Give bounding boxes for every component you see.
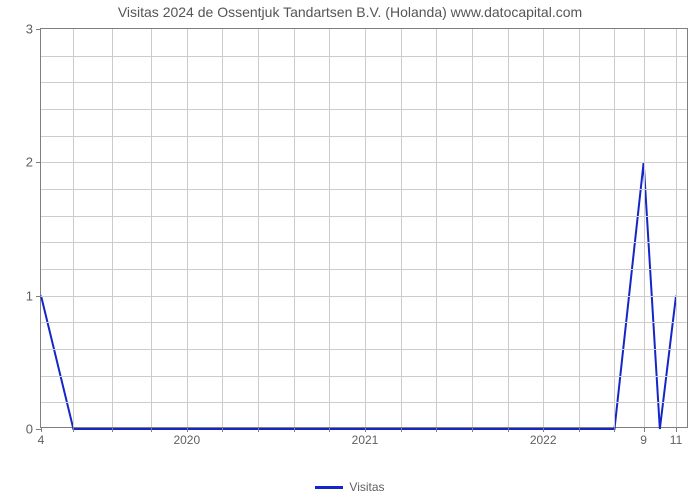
grid-line-v — [112, 29, 113, 427]
x-tick-mark — [436, 427, 437, 432]
x-tick-label: 2021 — [352, 433, 379, 447]
grid-line-v — [222, 29, 223, 427]
legend: Visitas — [0, 480, 700, 494]
grid-line-v — [436, 29, 437, 427]
y-tick-label: 3 — [26, 22, 33, 37]
x-tick-mark — [222, 427, 223, 432]
x-tick-mark — [472, 427, 473, 432]
grid-line-h-minor — [41, 56, 687, 57]
x-tick-mark — [614, 427, 615, 432]
x-tick-label: 2020 — [173, 433, 200, 447]
grid-line-h-minor — [41, 189, 687, 190]
y-tick-mark — [36, 162, 41, 163]
grid-line-h — [41, 162, 687, 163]
grid-line-h-minor — [41, 322, 687, 323]
x-tick-label: 4 — [38, 433, 45, 447]
grid-line-v — [676, 29, 677, 427]
x-tick-mark — [676, 427, 677, 432]
grid-line-v — [151, 29, 152, 427]
grid-line-h-minor — [41, 376, 687, 377]
grid-line-h-minor — [41, 109, 687, 110]
grid-line-v — [401, 29, 402, 427]
grid-line-v — [508, 29, 509, 427]
x-tick-mark — [112, 427, 113, 432]
x-tick-mark — [258, 427, 259, 432]
grid-line-h-minor — [41, 82, 687, 83]
x-tick-mark — [187, 427, 188, 432]
x-tick-mark — [151, 427, 152, 432]
x-tick-label: 11 — [670, 433, 682, 447]
legend-label: Visitas — [349, 480, 384, 494]
grid-line-v — [187, 29, 188, 427]
x-tick-mark — [294, 427, 295, 432]
x-tick-mark — [579, 427, 580, 432]
x-tick-mark — [365, 427, 366, 432]
grid-line-v — [472, 29, 473, 427]
grid-line-h-minor — [41, 216, 687, 217]
y-tick-label: 1 — [26, 288, 33, 303]
grid-line-h-minor — [41, 242, 687, 243]
grid-line-h-minor — [41, 402, 687, 403]
grid-line-h-minor — [41, 136, 687, 137]
grid-line-h-minor — [41, 349, 687, 350]
grid-line-v — [614, 29, 615, 427]
plot-area: 01234202020212022911 — [40, 28, 688, 428]
x-tick-mark — [543, 427, 544, 432]
x-tick-mark — [644, 427, 645, 432]
grid-line-h — [41, 296, 687, 297]
grid-line-v — [579, 29, 580, 427]
grid-line-v — [365, 29, 366, 427]
y-tick-label: 2 — [26, 155, 33, 170]
x-tick-mark — [401, 427, 402, 432]
grid-line-v — [543, 29, 544, 427]
y-tick-label: 0 — [26, 422, 33, 437]
grid-line-h-minor — [41, 269, 687, 270]
x-tick-label: 9 — [640, 433, 647, 447]
x-tick-mark — [329, 427, 330, 432]
legend-swatch — [315, 486, 343, 489]
x-tick-mark — [73, 427, 74, 432]
grid-line-v — [73, 29, 74, 427]
x-tick-label: 2022 — [530, 433, 557, 447]
visits-chart: Visitas 2024 de Ossentjuk Tandartsen B.V… — [0, 0, 700, 500]
x-tick-mark — [41, 427, 42, 432]
chart-title: Visitas 2024 de Ossentjuk Tandartsen B.V… — [0, 4, 700, 20]
x-tick-mark — [508, 427, 509, 432]
y-tick-mark — [36, 29, 41, 30]
grid-line-v — [294, 29, 295, 427]
y-tick-mark — [36, 296, 41, 297]
grid-line-v — [329, 29, 330, 427]
grid-line-v — [644, 29, 645, 427]
grid-line-v — [258, 29, 259, 427]
